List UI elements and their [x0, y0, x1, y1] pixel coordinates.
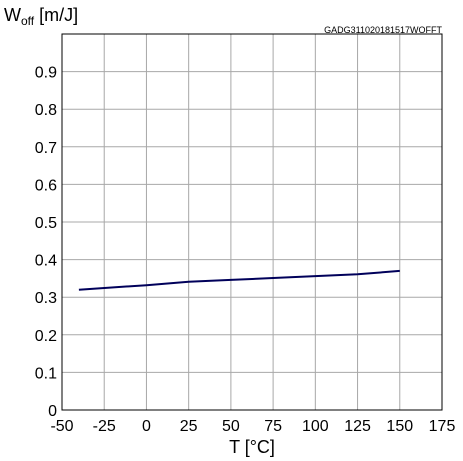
y-tick-label: 0.8: [35, 102, 57, 119]
y-tick-label: 0.9: [35, 65, 57, 82]
x-tick-label: 125: [344, 418, 371, 435]
x-tick-label: 175: [429, 418, 456, 435]
series-layer: [78, 269, 400, 291]
x-axis-title: T [°C]: [229, 437, 275, 457]
x-tick-label: 100: [302, 418, 329, 435]
y-tick-label: 0: [48, 403, 57, 420]
y-axis-title-subscript: off: [21, 14, 35, 28]
y-axis-title-unit: [m/J]: [34, 5, 78, 25]
x-tick-label: 150: [386, 418, 413, 435]
x-tick-label: 75: [264, 418, 282, 435]
y-tick-label: 0.1: [35, 365, 57, 382]
x-tick-labels: -50 -25 0 25 50 75 100 125 150 175: [50, 418, 455, 435]
y-tick-label: 0.7: [35, 140, 57, 157]
x-tick-label: -25: [93, 418, 116, 435]
plot-frame: [61, 33, 443, 411]
x-tick-label: 0: [142, 418, 151, 435]
reference-code: GADG311020181517WOFFT: [324, 25, 442, 35]
grid: [62, 34, 442, 410]
series-line: [78, 269, 400, 291]
y-axis-title-main: W: [4, 5, 21, 25]
y-tick-label: 0.6: [35, 177, 57, 194]
y-axis-title: Woff [m/J]: [4, 5, 78, 28]
x-tick-label: -50: [50, 418, 73, 435]
y-tick-labels: 0 0.1 0.2 0.3 0.4 0.5 0.6 0.7 0.8 0.9: [35, 65, 57, 420]
y-tick-label: 0.3: [35, 290, 57, 307]
y-tick-label: 0.4: [35, 253, 57, 270]
y-tick-label: 0.5: [35, 215, 57, 232]
y-tick-label: 0.2: [35, 328, 57, 345]
x-tick-label: 50: [222, 418, 240, 435]
x-tick-label: 25: [180, 418, 198, 435]
